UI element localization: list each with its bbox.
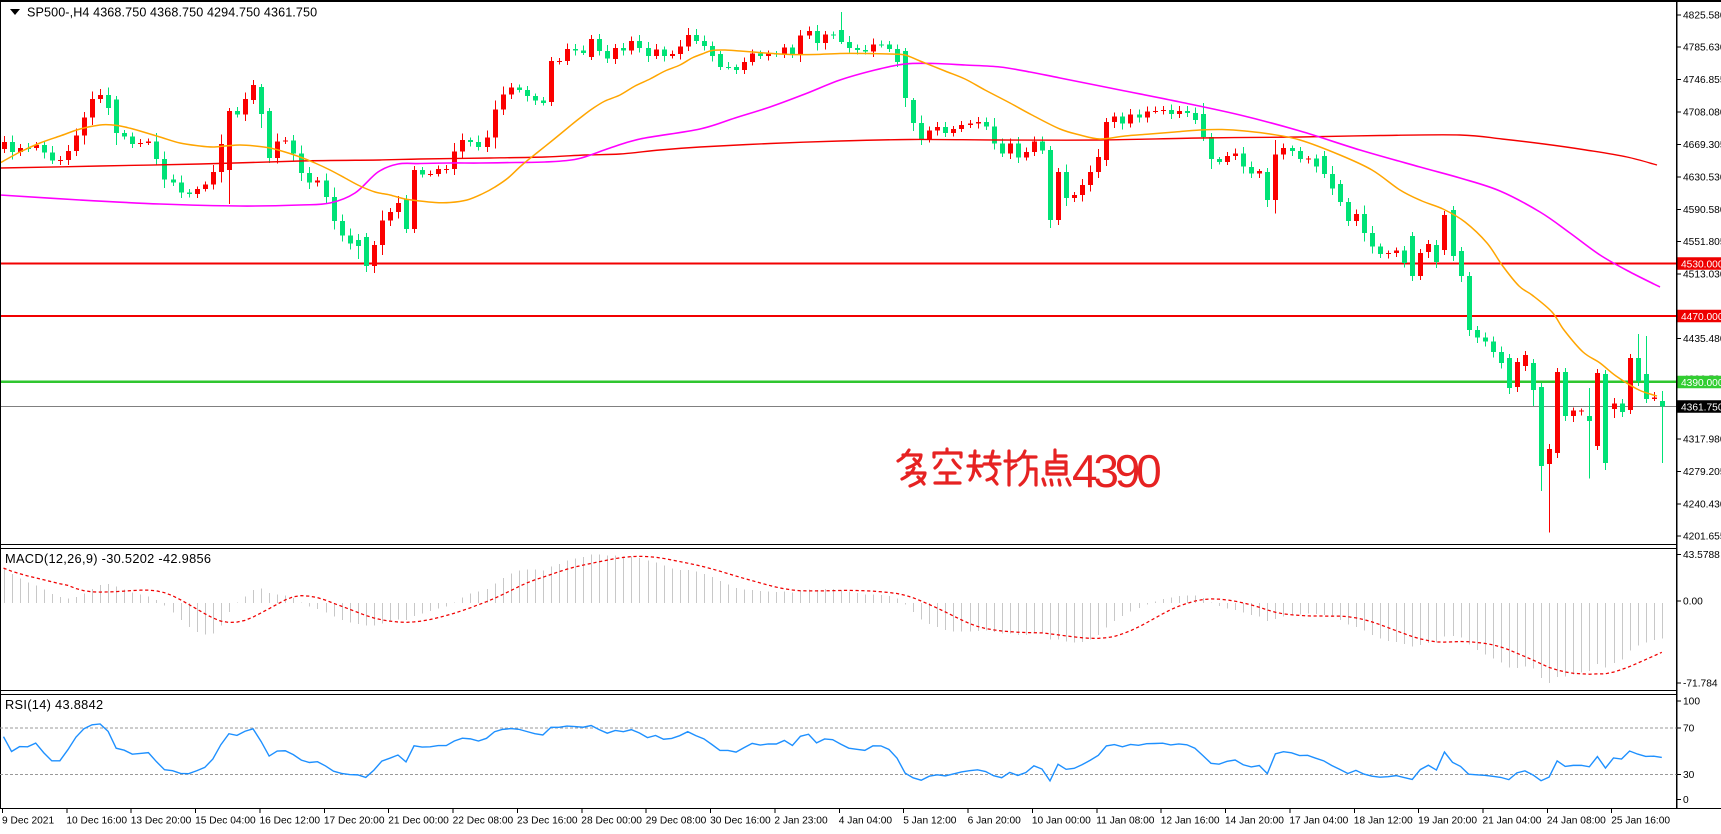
svg-text:5 Jan 12:00: 5 Jan 12:00 [903, 816, 957, 827]
svg-text:30: 30 [1683, 770, 1695, 781]
svg-text:4361.750: 4361.750 [1681, 402, 1721, 413]
svg-text:4590.580: 4590.580 [1683, 205, 1721, 216]
svg-text:4279.205: 4279.205 [1683, 467, 1721, 478]
svg-text:6 Jan 20:00: 6 Jan 20:00 [968, 816, 1022, 827]
svg-text:12 Jan 16:00: 12 Jan 16:00 [1161, 816, 1220, 827]
svg-text:4551.805: 4551.805 [1683, 237, 1721, 248]
svg-text:21 Jan 04:00: 21 Jan 04:00 [1483, 816, 1542, 827]
svg-text:10 Jan 00:00: 10 Jan 00:00 [1032, 816, 1091, 827]
svg-text:4825.580: 4825.580 [1683, 11, 1721, 22]
svg-text:4390.000: 4390.000 [1681, 378, 1721, 389]
svg-text:19 Jan 20:00: 19 Jan 20:00 [1418, 816, 1477, 827]
svg-text:0: 0 [1683, 795, 1689, 806]
svg-text:4317.980: 4317.980 [1683, 435, 1721, 446]
svg-text:4201.655: 4201.655 [1683, 532, 1721, 543]
svg-text:4435.480: 4435.480 [1683, 334, 1721, 345]
svg-text:24 Jan 08:00: 24 Jan 08:00 [1547, 816, 1606, 827]
svg-text:25 Jan 16:00: 25 Jan 16:00 [1611, 816, 1670, 827]
svg-text:10 Dec 16:00: 10 Dec 16:00 [66, 816, 127, 827]
svg-text:22 Dec 08:00: 22 Dec 08:00 [453, 816, 514, 827]
svg-text:70: 70 [1683, 724, 1695, 735]
svg-text:2 Jan 23:00: 2 Jan 23:00 [774, 816, 828, 827]
svg-text:4470.000: 4470.000 [1681, 312, 1721, 323]
svg-text:RSI(14) 43.8842: RSI(14) 43.8842 [5, 697, 103, 712]
svg-text:SP500-,H4 4368.750 4368.750 4: SP500-,H4 4368.750 4368.750 4294.750 436… [27, 6, 317, 20]
svg-text:MACD(12,26,9) -30.5202 -42.985: MACD(12,26,9) -30.5202 -42.9856 [5, 551, 211, 566]
svg-text:4630.530: 4630.530 [1683, 173, 1721, 184]
svg-text:4785.630: 4785.630 [1683, 43, 1721, 54]
svg-text:15 Dec 04:00: 15 Dec 04:00 [195, 816, 256, 827]
svg-text:4708.080: 4708.080 [1683, 108, 1721, 119]
svg-text:4240.430: 4240.430 [1683, 500, 1721, 511]
svg-text:0.00: 0.00 [1683, 597, 1703, 608]
svg-text:16 Dec 12:00: 16 Dec 12:00 [260, 816, 321, 827]
svg-text:9 Dec 2021: 9 Dec 2021 [2, 816, 54, 827]
svg-text:100: 100 [1683, 697, 1700, 708]
svg-text:14 Jan 20:00: 14 Jan 20:00 [1225, 816, 1284, 827]
svg-text:11 Jan 08:00: 11 Jan 08:00 [1096, 816, 1154, 827]
svg-text:29 Dec 08:00: 29 Dec 08:00 [646, 816, 707, 827]
svg-text:17 Jan 04:00: 17 Jan 04:00 [1289, 816, 1348, 827]
svg-text:17 Dec 20:00: 17 Dec 20:00 [324, 816, 385, 827]
svg-text:23 Dec 16:00: 23 Dec 16:00 [517, 816, 578, 827]
svg-text:4530.000: 4530.000 [1681, 259, 1721, 270]
svg-text:4513.030: 4513.030 [1683, 270, 1721, 281]
svg-text:4390: 4390 [1072, 445, 1160, 497]
svg-text:30 Dec 16:00: 30 Dec 16:00 [710, 816, 771, 827]
svg-text:43.5788: 43.5788 [1683, 550, 1720, 561]
svg-text:18 Jan 12:00: 18 Jan 12:00 [1354, 816, 1413, 827]
svg-text:4746.855: 4746.855 [1683, 75, 1721, 86]
svg-text:21 Dec 00:00: 21 Dec 00:00 [388, 816, 449, 827]
svg-text:28 Dec 00:00: 28 Dec 00:00 [581, 816, 642, 827]
svg-text:-71.784: -71.784 [1683, 679, 1718, 690]
svg-text:4669.305: 4669.305 [1683, 140, 1721, 151]
svg-text:13 Dec 20:00: 13 Dec 20:00 [131, 816, 192, 827]
svg-text:4 Jan 04:00: 4 Jan 04:00 [839, 816, 893, 827]
